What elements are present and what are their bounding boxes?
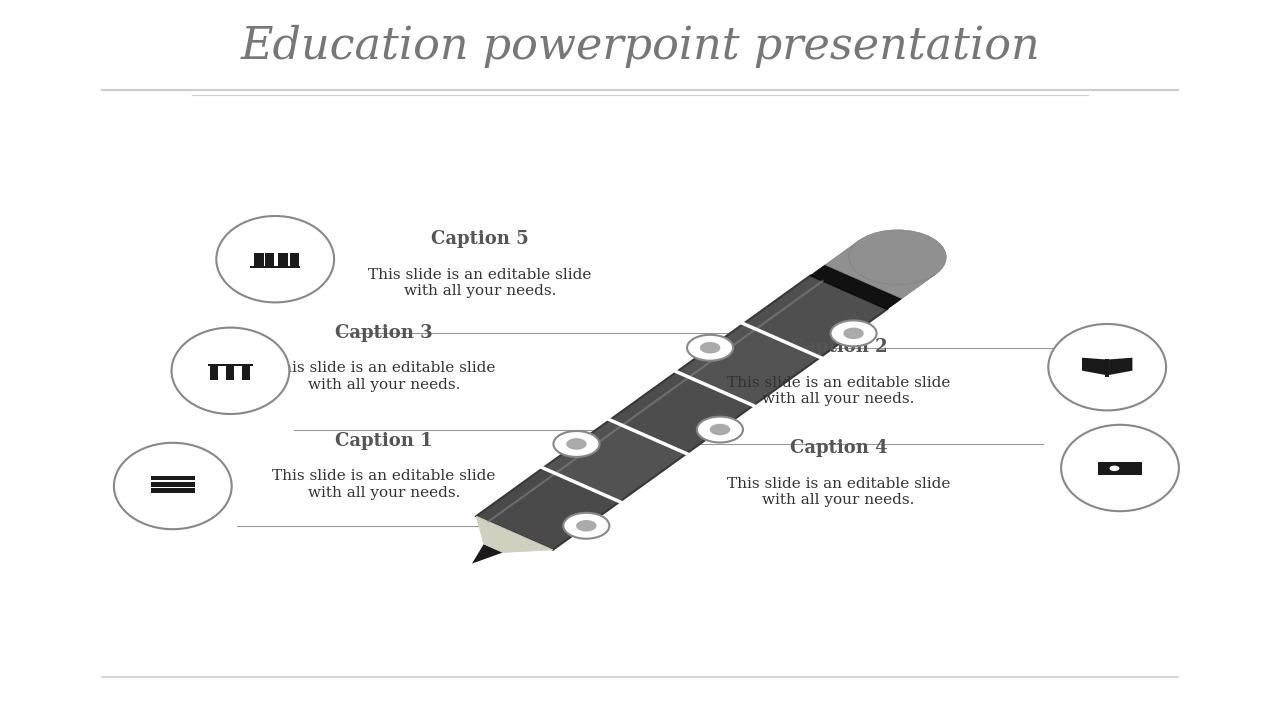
Bar (278, 253, 288, 268)
Circle shape (696, 417, 742, 443)
Text: This slide is an editable slide
with all your needs.: This slide is an editable slide with all… (369, 268, 591, 298)
Text: This slide is an editable slide
with all your needs.: This slide is an editable slide with all… (727, 376, 950, 406)
Circle shape (576, 520, 596, 531)
Text: This slide is an editable slide
with all your needs.: This slide is an editable slide with all… (727, 477, 950, 507)
Bar (1106, 359, 1108, 377)
Bar (210, 365, 219, 380)
Text: Education powerpoint presentation: Education powerpoint presentation (241, 25, 1039, 68)
Circle shape (700, 342, 721, 354)
Bar (1132, 462, 1142, 474)
Polygon shape (744, 276, 887, 357)
Circle shape (849, 230, 946, 284)
Circle shape (687, 335, 733, 361)
Circle shape (563, 513, 609, 539)
Text: This slide is an editable slide
with all your needs.: This slide is an editable slide with all… (273, 361, 495, 392)
Ellipse shape (172, 328, 289, 414)
Circle shape (709, 424, 730, 436)
Bar (250, 266, 301, 268)
Bar (1098, 462, 1132, 474)
Bar (242, 365, 251, 380)
Bar (151, 488, 195, 493)
Bar (209, 364, 252, 366)
Ellipse shape (114, 443, 232, 529)
Polygon shape (476, 468, 620, 550)
Polygon shape (543, 420, 686, 502)
Polygon shape (609, 372, 754, 454)
Text: Caption 1: Caption 1 (335, 432, 433, 450)
Polygon shape (677, 324, 820, 405)
Circle shape (553, 431, 599, 457)
Circle shape (566, 438, 586, 450)
Polygon shape (472, 544, 503, 564)
Bar (151, 482, 195, 487)
Circle shape (831, 320, 877, 346)
Ellipse shape (1048, 324, 1166, 410)
Polygon shape (1108, 358, 1133, 375)
Bar (265, 253, 274, 268)
Text: Caption 3: Caption 3 (335, 324, 433, 342)
Bar (291, 253, 298, 268)
Text: Caption 2: Caption 2 (790, 338, 887, 356)
Circle shape (844, 328, 864, 339)
Bar (227, 365, 234, 380)
Ellipse shape (1061, 425, 1179, 511)
Text: This slide is an editable slide
with all your needs.: This slide is an editable slide with all… (273, 469, 495, 500)
Ellipse shape (216, 216, 334, 302)
Bar (255, 253, 264, 268)
Circle shape (1106, 464, 1123, 473)
Circle shape (1110, 466, 1120, 471)
Polygon shape (810, 265, 902, 310)
Text: Caption 5: Caption 5 (431, 230, 529, 248)
Polygon shape (826, 240, 936, 299)
Polygon shape (1082, 358, 1106, 375)
Polygon shape (476, 516, 553, 552)
Text: Caption 4: Caption 4 (790, 439, 887, 457)
Bar (151, 476, 195, 480)
